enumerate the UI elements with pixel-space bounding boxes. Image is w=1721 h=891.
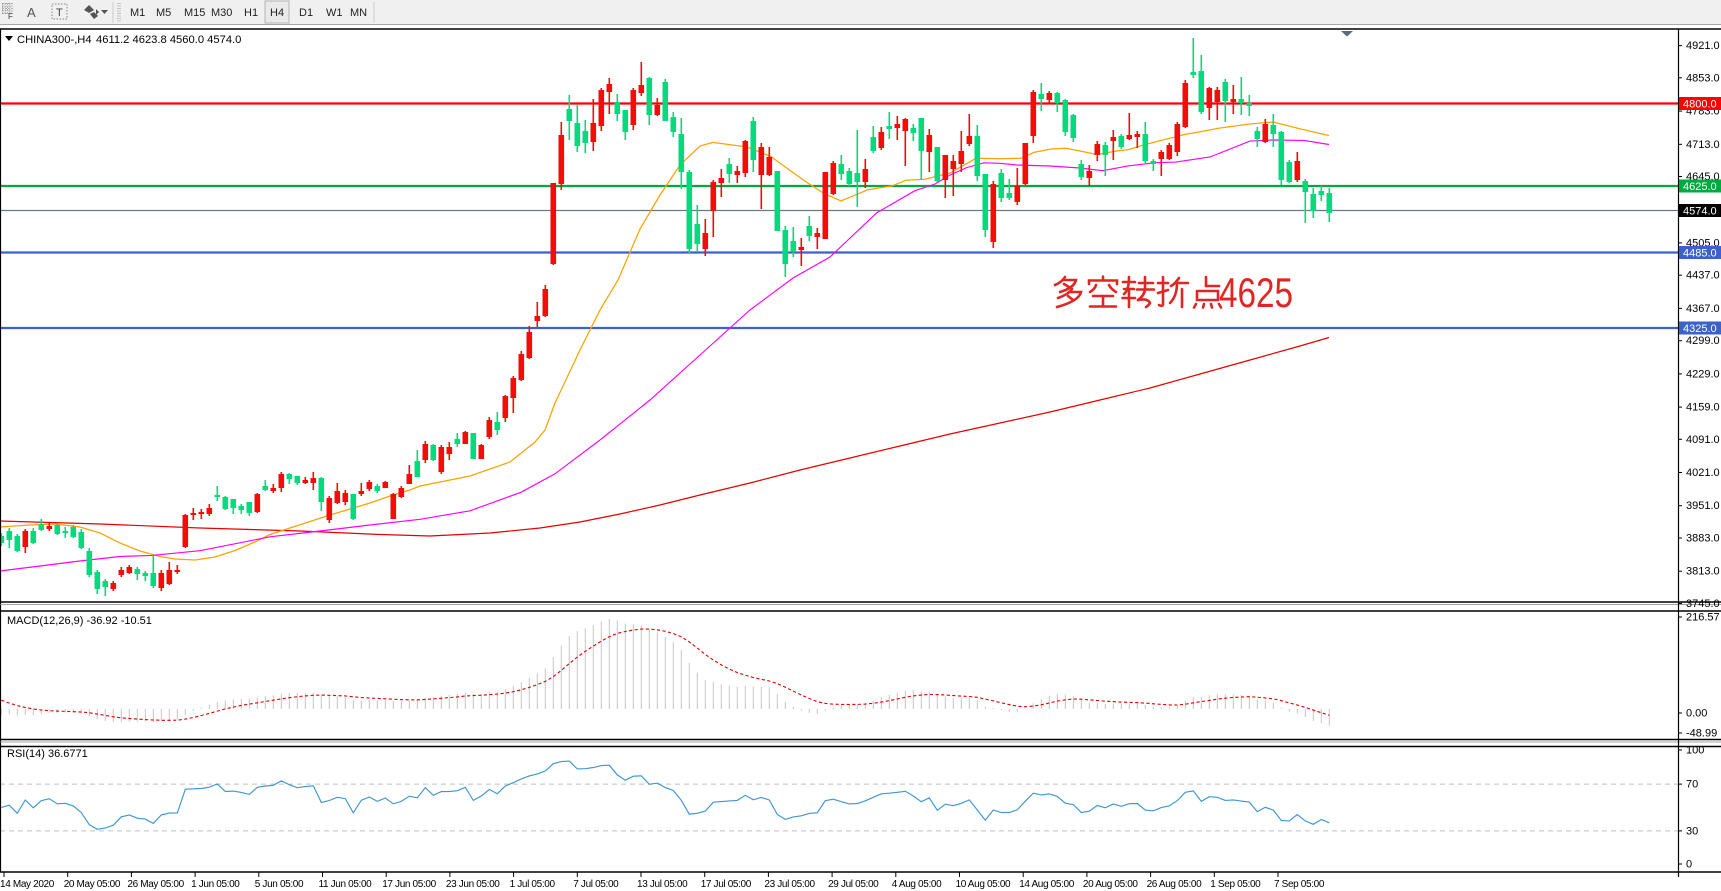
svg-text:M15: M15 — [184, 7, 205, 19]
svg-text:M1: M1 — [130, 7, 145, 19]
svg-text:13 Jul 05:00: 13 Jul 05:00 — [637, 879, 688, 890]
svg-text:4485.0: 4485.0 — [1683, 247, 1717, 259]
svg-text:1 Sep 05:00: 1 Sep 05:00 — [1210, 879, 1261, 890]
svg-text:A: A — [27, 5, 36, 20]
svg-text:0.00: 0.00 — [1686, 708, 1707, 720]
svg-text:4713.0: 4713.0 — [1686, 139, 1720, 151]
svg-text:20 May 05:00: 20 May 05:00 — [64, 879, 121, 890]
svg-text:4437.0: 4437.0 — [1686, 270, 1720, 282]
svg-text:4625: 4625 — [1219, 269, 1293, 316]
svg-text:14 May 2020: 14 May 2020 — [0, 879, 55, 890]
svg-text:3813.0: 3813.0 — [1686, 566, 1720, 578]
svg-text:MACD(12,26,9) -36.92 -10.51: MACD(12,26,9) -36.92 -10.51 — [7, 615, 152, 627]
svg-text:H1: H1 — [244, 7, 258, 19]
svg-text:M30: M30 — [211, 7, 232, 19]
svg-text:D1: D1 — [299, 7, 313, 19]
svg-text:-48.99: -48.99 — [1686, 728, 1717, 740]
svg-text:CHINA300-,H4: CHINA300-,H4 — [17, 34, 92, 46]
svg-text:4325.0: 4325.0 — [1683, 323, 1717, 335]
svg-text:M5: M5 — [156, 7, 171, 19]
svg-text:T: T — [56, 7, 63, 19]
svg-text:H4: H4 — [270, 7, 284, 19]
svg-text:0: 0 — [1686, 859, 1692, 871]
svg-text:4921.0: 4921.0 — [1686, 40, 1720, 52]
svg-text:4091.0: 4091.0 — [1686, 434, 1720, 446]
svg-text:MN: MN — [350, 7, 367, 19]
svg-text:4367.0: 4367.0 — [1686, 303, 1720, 315]
svg-text:11 Jun 05:00: 11 Jun 05:00 — [319, 879, 373, 890]
svg-text:29 Jul 05:00: 29 Jul 05:00 — [828, 879, 879, 890]
svg-text:20 Aug 05:00: 20 Aug 05:00 — [1083, 879, 1139, 890]
svg-text:4625.0: 4625.0 — [1683, 181, 1717, 193]
svg-text:4611.2 4623.8 4560.0 4574.0: 4611.2 4623.8 4560.0 4574.0 — [96, 34, 241, 46]
svg-text:4574.0: 4574.0 — [1683, 205, 1717, 217]
svg-text:7 Jul 05:00: 7 Jul 05:00 — [573, 879, 619, 890]
svg-text:4 Aug 05:00: 4 Aug 05:00 — [892, 879, 942, 890]
svg-text:7 Sep 05:00: 7 Sep 05:00 — [1274, 879, 1325, 890]
svg-text:100: 100 — [1686, 745, 1704, 757]
svg-text:4299.0: 4299.0 — [1686, 335, 1720, 347]
svg-text:70: 70 — [1686, 779, 1698, 791]
svg-text:17 Jul 05:00: 17 Jul 05:00 — [701, 879, 752, 890]
svg-text:10 Aug 05:00: 10 Aug 05:00 — [956, 879, 1012, 890]
svg-text:1 Jun 05:00: 1 Jun 05:00 — [191, 879, 240, 890]
svg-text:17 Jun 05:00: 17 Jun 05:00 — [382, 879, 436, 890]
svg-text:26 Aug 05:00: 26 Aug 05:00 — [1147, 879, 1203, 890]
svg-text:216.57: 216.57 — [1686, 612, 1720, 624]
svg-text:23 Jun 05:00: 23 Jun 05:00 — [446, 879, 500, 890]
svg-text:5 Jun 05:00: 5 Jun 05:00 — [255, 879, 304, 890]
svg-text:3951.0: 3951.0 — [1686, 500, 1720, 512]
svg-text:4229.0: 4229.0 — [1686, 368, 1720, 380]
svg-text:23 Jul 05:00: 23 Jul 05:00 — [764, 879, 815, 890]
svg-text:14 Aug 05:00: 14 Aug 05:00 — [1019, 879, 1075, 890]
svg-text:W1: W1 — [326, 7, 343, 19]
svg-text:4853.0: 4853.0 — [1686, 72, 1720, 84]
svg-text:4021.0: 4021.0 — [1686, 467, 1720, 479]
svg-text:1 Jul 05:00: 1 Jul 05:00 — [510, 879, 556, 890]
svg-text:F: F — [8, 12, 13, 21]
svg-text:30: 30 — [1686, 825, 1698, 837]
svg-text:RSI(14) 36.6771: RSI(14) 36.6771 — [7, 748, 88, 760]
svg-text:4800.0: 4800.0 — [1683, 98, 1717, 110]
svg-text:4159.0: 4159.0 — [1686, 402, 1720, 414]
svg-text:3883.0: 3883.0 — [1686, 533, 1720, 545]
svg-text:3745.0: 3745.0 — [1686, 598, 1720, 610]
svg-text:26 May 05:00: 26 May 05:00 — [127, 879, 184, 890]
